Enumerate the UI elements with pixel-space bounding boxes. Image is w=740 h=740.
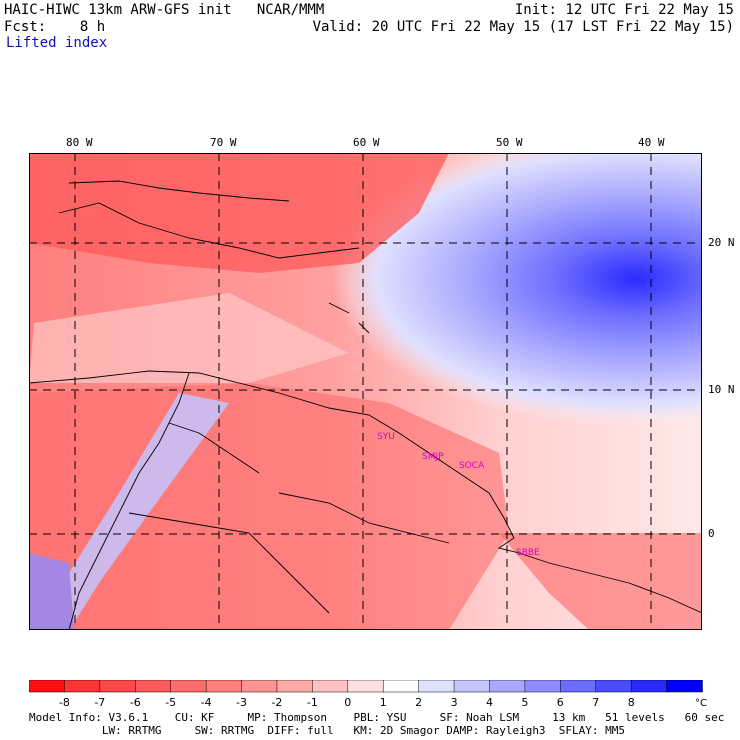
colorbar-tick-label: -8 xyxy=(59,696,70,709)
colorbar-swatch xyxy=(170,680,207,693)
colorbar-unit: °C xyxy=(695,698,707,709)
colorbar-swatch xyxy=(524,680,562,693)
caribbean-neutral-band xyxy=(29,293,349,383)
pacific-stable-region xyxy=(29,553,74,630)
colorbar-swatch xyxy=(347,680,384,693)
lat-label-10n: 10 N xyxy=(708,383,735,396)
colorbar-swatch xyxy=(276,680,314,693)
colorbar-tick-label: 1 xyxy=(380,696,387,709)
colorbar-swatch xyxy=(99,680,137,693)
station-sbbe: SBBE xyxy=(516,548,540,558)
colorbar-tick-label: 6 xyxy=(557,696,564,709)
station-syu: SYU xyxy=(377,432,395,442)
lon-label-60w: 60 W xyxy=(353,136,380,149)
model-info-line1: Model Info: V3.6.1 CU: KF MP: Thompson P… xyxy=(29,711,725,724)
colorbar: -8 -7 -6 -5 -4 -3 -2 -1 0 1 2 3 4 5 6 7 8 °C xyxy=(29,680,707,709)
colorbar-tick-label: -2 xyxy=(271,696,282,709)
model-info-line2: LW: RRTMG SW: RRTMG DIFF: full KM: 2D Sm… xyxy=(29,724,626,737)
colorbar-tick-label: 5 xyxy=(521,696,528,709)
colorbar-swatch xyxy=(453,680,491,693)
station-soca: SOCA xyxy=(459,461,485,471)
lon-label-80w: 80 W xyxy=(66,136,93,149)
lon-label-70w: 70 W xyxy=(210,136,237,149)
colorbar-tick-label: -1 xyxy=(307,696,318,709)
colorbar-swatch xyxy=(382,680,420,693)
colorbar-tick-label: 3 xyxy=(451,696,458,709)
colorbar-swatch xyxy=(135,680,172,693)
colorbar-tick-label: -6 xyxy=(130,696,141,709)
colorbar-swatch xyxy=(64,680,101,693)
colorbar-swatch xyxy=(595,680,632,693)
colorbar-tick-label: 2 xyxy=(415,696,422,709)
forecast-hour: Fcst: 8 h xyxy=(4,19,106,35)
andes-stable-region xyxy=(69,393,229,623)
colorbar-swatch xyxy=(560,680,597,693)
lon-label-40w: 40 W xyxy=(638,136,665,149)
colorbar-swatch xyxy=(489,680,526,693)
lat-label-0: 0 xyxy=(708,527,715,540)
lon-label-50w: 50 W xyxy=(496,136,523,149)
colorbar-tick-label: -7 xyxy=(94,696,105,709)
colorbar-swatch xyxy=(241,680,278,693)
colorbar-tick-label: 0 xyxy=(344,696,351,709)
colorbar-tick-label: -4 xyxy=(201,696,212,709)
coastlines xyxy=(29,180,702,630)
colorbar-tick-label: 7 xyxy=(592,696,599,709)
colorbar-swatch xyxy=(312,680,349,693)
valid-time: Valid: 20 UTC Fri 22 May 15 (17 LST Fri … xyxy=(312,19,734,35)
field-name: Lifted index xyxy=(6,35,108,51)
lat-lon-grid xyxy=(29,153,702,630)
colorbar-swatch xyxy=(630,680,668,693)
model-title: HAIC-HIWC 13km ARW-GFS init NCAR/MMM xyxy=(4,2,325,18)
colorbar-tick-label: -3 xyxy=(236,696,247,709)
colorbar-swatch xyxy=(29,680,66,693)
lat-label-20n: 20 N xyxy=(708,236,735,249)
lifted-index-map: SYU SMJP SOCA SBBE xyxy=(29,153,702,630)
colorbar-swatch xyxy=(418,680,455,693)
colorbar-tick-label: 8 xyxy=(628,696,635,709)
colorbar-tick-label: -5 xyxy=(165,696,176,709)
station-smjp: SMJP xyxy=(422,452,444,462)
init-time: Init: 12 UTC Fri 22 May 15 xyxy=(514,2,734,18)
map-frame xyxy=(29,153,702,630)
colorbar-swatch xyxy=(205,680,243,693)
colorbar-swatch xyxy=(666,680,703,693)
colorbar-tick-label: 4 xyxy=(486,696,493,709)
